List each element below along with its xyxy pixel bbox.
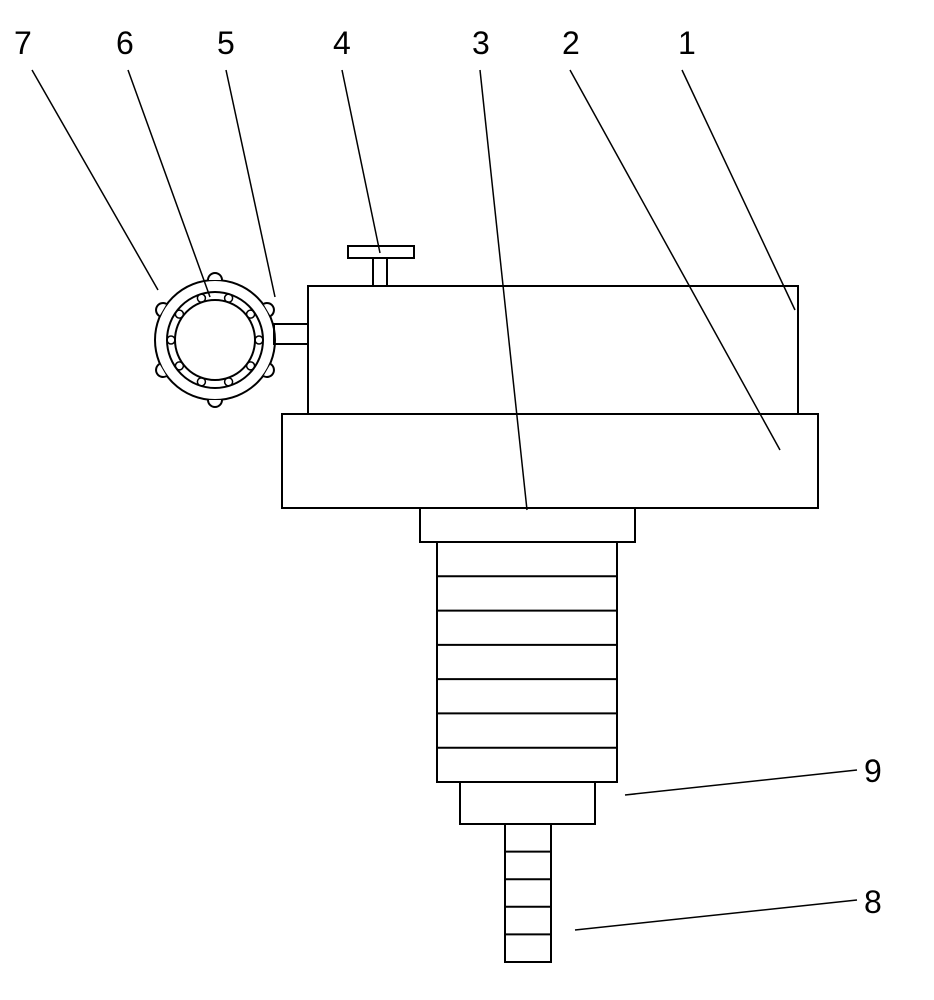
- bearing-ball: [247, 362, 255, 370]
- callout-label-8: 8: [864, 884, 882, 921]
- callout-label-6: 6: [116, 25, 134, 62]
- callout-label-7: 7: [14, 25, 32, 62]
- callout-label-2: 2: [562, 25, 580, 62]
- chuck: [460, 782, 595, 824]
- leader-line: [570, 70, 780, 450]
- leader-line: [575, 900, 857, 930]
- gear-inner: [175, 300, 255, 380]
- leader-line: [480, 70, 527, 510]
- bearing-ball: [225, 378, 233, 386]
- bearing-ball: [175, 310, 183, 318]
- bearing-ball: [175, 362, 183, 370]
- bearing-ball: [255, 336, 263, 344]
- knob-stem: [373, 258, 387, 286]
- spindle-body: [437, 542, 617, 782]
- bearing-ball: [247, 310, 255, 318]
- leader-line: [342, 70, 380, 253]
- leader-line: [226, 70, 275, 297]
- callout-label-9: 9: [864, 753, 882, 790]
- gear-outer: [155, 280, 275, 400]
- callout-label-5: 5: [217, 25, 235, 62]
- bearing-ball: [197, 378, 205, 386]
- callout-label-4: 4: [333, 25, 351, 62]
- connector-pipe: [274, 324, 308, 344]
- bearing-ball: [197, 294, 205, 302]
- callout-label-1: 1: [678, 25, 696, 62]
- leader-line: [682, 70, 795, 310]
- leader-line: [128, 70, 210, 297]
- spindle-collar: [420, 508, 635, 542]
- gear-tooth: [208, 400, 222, 407]
- callout-label-3: 3: [472, 25, 490, 62]
- bearing-ball: [167, 336, 175, 344]
- leader-line: [32, 70, 158, 290]
- drill-bit: [505, 824, 551, 962]
- leader-line: [625, 770, 857, 795]
- gear-tooth: [208, 273, 222, 280]
- bearing-ball: [225, 294, 233, 302]
- middle-plate: [282, 414, 818, 508]
- technical-diagram: [0, 0, 934, 1000]
- knob-cap: [348, 246, 414, 258]
- gear-ring: [167, 292, 263, 388]
